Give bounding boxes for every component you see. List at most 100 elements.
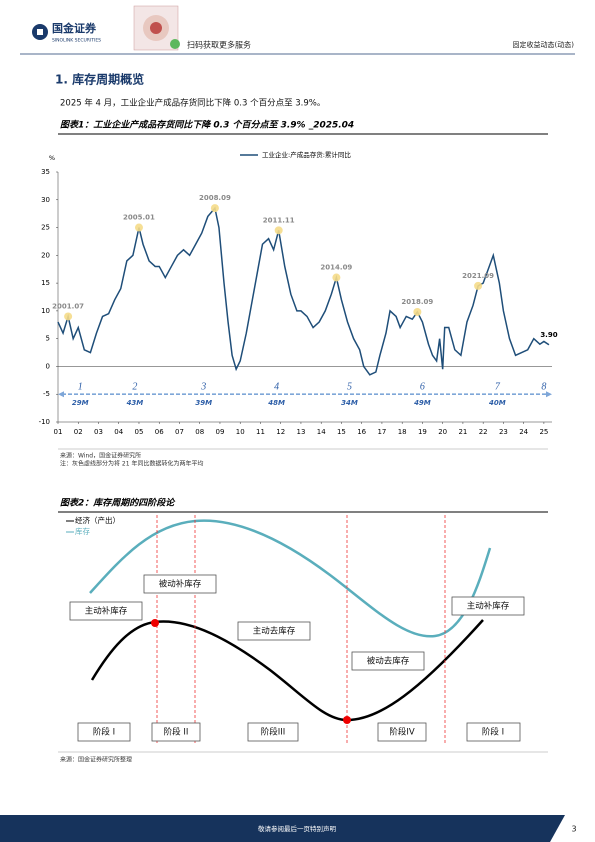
stage-number: 6 (420, 382, 425, 393)
x-tick-label: 02 (74, 428, 83, 436)
peak-marker (413, 308, 422, 316)
peak-label: 2018.09 (401, 298, 433, 306)
y-tick-label: 5 (46, 335, 50, 343)
brand: 国金证券 (52, 21, 97, 35)
qr-text: 扫码获取更多服务 (187, 40, 251, 50)
inventory-curve (89, 519, 492, 638)
footer-tip (550, 815, 565, 842)
x-tick-label: 17 (377, 428, 386, 436)
y-axis-unit: % (49, 154, 55, 162)
y-tick-label: 35 (41, 168, 50, 176)
phase-box (143, 574, 217, 594)
peak-label: 2021.09 (462, 272, 494, 280)
stage-box (377, 722, 427, 742)
stage-number: 2 (132, 382, 137, 393)
stage-arrow (58, 391, 64, 398)
x-tick-label: 06 (155, 428, 164, 436)
stage-number: 3 (200, 382, 206, 393)
peak-label: 2008.09 (199, 194, 231, 202)
phase-box (69, 601, 143, 621)
phase-dividers (156, 515, 446, 745)
x-tick-label: 01 (54, 428, 63, 436)
stage-label: 阶段III (261, 727, 286, 738)
x-tick-label: 03 (94, 428, 103, 436)
stage-duration: 49M (414, 399, 431, 407)
x-tick-label: 07 (175, 428, 184, 436)
peak-label: 2001.07 (52, 302, 84, 310)
y-tick-label: -10 (39, 418, 50, 426)
phase-label: 主动补库存 (467, 601, 510, 612)
stage-duration: 48M (268, 399, 285, 407)
peak-label: 2005.01 (123, 214, 155, 222)
x-tick-label: 21 (458, 428, 467, 436)
paragraph: 2025 年 4 月，工业企业产成品存货同比下降 0.3 个百分点至 3.9%。 (60, 98, 325, 109)
phase-box (351, 651, 425, 671)
series-line (57, 206, 550, 376)
x-tick-label: 04 (114, 428, 123, 436)
footer-bar (0, 815, 550, 842)
stage-box (151, 722, 201, 742)
y-tick-label: 10 (41, 307, 50, 315)
brand-en: SINOLINK SECURITIES (52, 38, 101, 44)
x-tick-label: 20 (438, 428, 447, 436)
stage-duration: 40M (489, 399, 506, 407)
x-tick-label: 12 (276, 428, 285, 436)
logo-inner (37, 29, 43, 35)
stage-box (247, 722, 299, 742)
x-tick-label: 15 (337, 428, 346, 436)
x-tick-label: 25 (539, 428, 548, 436)
stage-duration: 43M (127, 399, 144, 407)
stage-number: 8 (541, 382, 546, 393)
phase-label: 被动去库存 (367, 656, 410, 667)
peak-marker (134, 223, 143, 232)
peak-label: 2014.09 (320, 264, 352, 272)
source: 来源：Wind，国金证券研究所 (60, 452, 141, 460)
section-heading: 1. 库存周期概览 (55, 72, 144, 87)
peak-marker (474, 281, 483, 290)
qr-code (133, 5, 180, 51)
x-tick-label: 22 (479, 428, 488, 436)
stage-number: 4 (274, 382, 279, 393)
x-tick-label: 19 (418, 428, 427, 436)
turn-point (151, 619, 159, 627)
source: 来源：国金证券研究所整理 (60, 756, 132, 764)
phase-label: 主动去库存 (253, 626, 296, 637)
stage-arrow (546, 391, 552, 398)
peak-marker (210, 204, 219, 213)
stage-label: 阶段 II (164, 727, 189, 738)
x-tick-label: 13 (296, 428, 305, 436)
legend-label: 库存 (75, 526, 90, 536)
y-tick-label: 20 (41, 251, 50, 259)
x-tick-label: 10 (236, 428, 245, 436)
stage-box (77, 722, 131, 742)
stage-duration: 39M (195, 399, 212, 407)
stage-label: 阶段 I (93, 727, 115, 738)
end-label: 3.90 (540, 331, 557, 339)
y-tick-label: 25 (41, 224, 50, 232)
x-tick-label: 09 (216, 428, 225, 436)
x-tick-label: 23 (499, 428, 508, 436)
note: 注：灰色虚线部分为将 21 年同比数据转化为两年平均 (60, 460, 203, 468)
stage-number: 7 (495, 382, 501, 393)
phase-box (237, 621, 311, 641)
legend-label: 工业企业:产成品存货:累计同比 (262, 150, 351, 159)
x-tick-label: 16 (357, 428, 366, 436)
stage-label: 阶段 I (482, 727, 504, 738)
phase-label: 被动补库存 (159, 579, 202, 590)
figure-caption: 图表2：库存周期的四阶段论 (60, 498, 176, 509)
y-tick-label: -5 (43, 390, 50, 398)
turn-point (343, 716, 351, 724)
stage-label: 阶段IV (389, 727, 415, 738)
stage-box (466, 722, 521, 742)
x-tick-label: 18 (398, 428, 407, 436)
stage-number: 5 (347, 382, 352, 393)
diagram: 经济（产出） 库存 被动补库存 主动补库存 主动去库存 被动去库存 主动补库存 … (66, 515, 525, 745)
legend-label: 经济（产出） (75, 515, 120, 525)
peak-marker (274, 226, 283, 235)
phase-label: 主动补库存 (85, 606, 128, 617)
y-tick-label: 15 (41, 279, 50, 287)
stage-number: 1 (78, 382, 83, 393)
y-tick-label: 30 (41, 196, 50, 204)
